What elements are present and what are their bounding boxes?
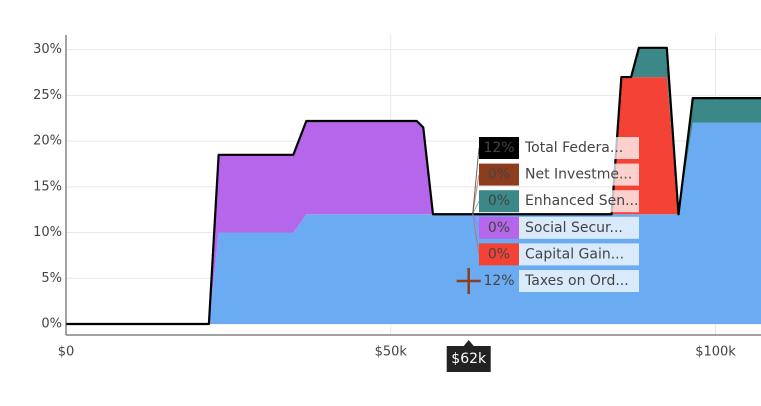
hover-pointer — [472, 200, 480, 215]
hover-pointer — [472, 213, 480, 229]
hover-value-box — [479, 163, 519, 186]
total-line — [66, 46, 761, 326]
x-tick-label: $50k — [375, 345, 408, 360]
hover-label: 0% Capital Gain... — [479, 243, 639, 266]
hover-value: 12% — [483, 140, 514, 156]
hover-name-box — [519, 216, 639, 239]
hover-value-box — [479, 216, 519, 239]
hover-value-box — [479, 137, 519, 159]
hover-pointer — [472, 147, 480, 215]
y-tick-label: 30% — [33, 42, 62, 57]
y-tick-label: 10% — [33, 225, 62, 240]
x-tick-label: $0 — [58, 345, 75, 360]
hover-value: 0% — [488, 246, 510, 262]
hover-x-box — [446, 346, 491, 372]
hover-value: 12% — [483, 273, 514, 289]
hover-name-box — [519, 270, 639, 292]
hover-name: Capital Gain... — [525, 246, 624, 262]
hover-name: Enhanced Sen... — [525, 193, 638, 209]
hover-label: 0% Enhanced Sen... — [479, 190, 639, 213]
hover-value-box — [479, 243, 519, 266]
y-tick-label: 20% — [33, 134, 62, 149]
hover-pointer — [472, 174, 480, 215]
hover-name: Social Secur... — [525, 220, 623, 236]
hover-name: Taxes on Ord... — [524, 273, 629, 289]
hover-name-box — [519, 190, 639, 213]
hover-name-box — [519, 243, 639, 266]
hover-label: 0% Net Investme... — [479, 163, 639, 186]
hover-pointer — [472, 213, 480, 282]
hover-name-box — [519, 137, 639, 159]
hover-value-box — [479, 270, 519, 292]
hover-name: Total Federa... — [524, 140, 623, 156]
hover-x-arrow — [463, 340, 474, 346]
hover-value: 0% — [488, 193, 510, 209]
y-tick-label: 25% — [33, 88, 62, 103]
x-tick-label: $100k — [695, 345, 736, 360]
hover-value-box — [479, 190, 519, 213]
hover-name-box — [519, 163, 639, 186]
hover-value: 0% — [488, 220, 510, 236]
y-tick-label: 0% — [41, 317, 62, 332]
hover-label: 12% Taxes on Ord... — [479, 270, 639, 292]
hover-label: 0% Social Secur... — [479, 216, 639, 239]
area — [66, 77, 761, 325]
hover-x-label: $62k — [451, 351, 487, 367]
hover-name: Net Investme... — [525, 167, 632, 183]
y-tick-label: 15% — [33, 179, 62, 194]
hover-value: 0% — [488, 167, 510, 183]
hover-label: 12% Total Federa... — [479, 137, 639, 159]
y-tick-label: 5% — [41, 271, 62, 286]
